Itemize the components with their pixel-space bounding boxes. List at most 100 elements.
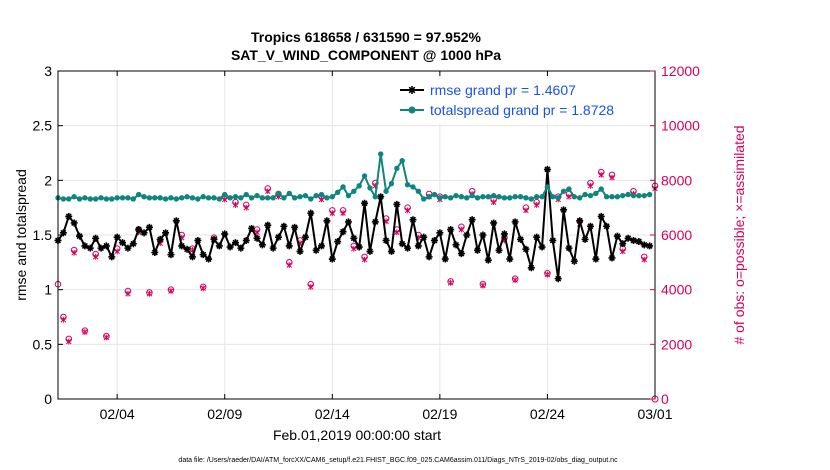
rmse-point: [210, 235, 218, 243]
totalspread-point: [421, 196, 427, 202]
totalspread-point: [60, 196, 67, 202]
rmse-point: [135, 226, 143, 234]
totalspread-point: [496, 194, 502, 200]
rmse-point: [124, 244, 132, 252]
rmse-point: [301, 233, 309, 241]
totalspread-point: [593, 190, 599, 197]
obs-assimilated-point: [168, 288, 174, 294]
obs-assimilated-point: [404, 207, 411, 214]
totalspread-point: [614, 194, 621, 200]
totalspread-point: [318, 191, 325, 198]
totalspread-point: [259, 195, 266, 201]
totalspread-point: [125, 195, 131, 201]
rmse-point: [500, 230, 508, 238]
obs-assimilated-point: [619, 248, 626, 255]
obs-assimilated-point: [103, 334, 110, 341]
totalspread-point: [345, 192, 352, 199]
totalspread-point: [571, 194, 578, 200]
rmse-point: [129, 240, 137, 248]
obs-assimilated-point: [243, 204, 249, 211]
rmse-point: [334, 238, 342, 246]
totalspread-point: [566, 186, 572, 192]
series-layer: [54, 151, 654, 283]
totalspread-point: [598, 186, 604, 192]
totalspread-point: [523, 195, 529, 201]
rmse-point: [538, 243, 546, 251]
rmse-point: [248, 224, 256, 232]
obs-assimilated-point: [308, 284, 314, 290]
totalspread-point: [641, 192, 647, 199]
totalspread-point: [560, 188, 567, 194]
y-tick-label: 1: [44, 282, 52, 298]
obs-assimilated-point: [609, 174, 615, 181]
obs-assimilated-point: [598, 171, 604, 178]
totalspread-point: [141, 194, 147, 200]
totalspread-point: [404, 182, 411, 188]
rmse-point: [565, 244, 573, 252]
rmse-point: [409, 216, 417, 224]
chart-title: Tropics 618658 / 631590 = 97.952%: [251, 29, 482, 45]
rmse-point: [398, 240, 406, 248]
rmse-point: [629, 236, 637, 244]
data-file-footnote: data file: /Users/raeder/DAI/ATM_forcXX/…: [178, 457, 618, 464]
totalspread-point: [211, 195, 217, 201]
rmse-point: [156, 235, 164, 243]
rmse-point: [70, 219, 78, 227]
rmse-point: [533, 233, 541, 241]
obs-assimilated-point: [512, 277, 518, 283]
rmse-point: [172, 217, 180, 225]
rmse-point: [81, 242, 89, 250]
totalspread-point: [135, 191, 142, 198]
rmse-point: [344, 218, 352, 226]
rmse-point: [441, 255, 449, 263]
obs-assimilated-point: [480, 282, 486, 289]
rmse-point: [323, 217, 331, 225]
totalspread-point: [281, 195, 287, 201]
rmse-point: [237, 244, 245, 252]
totalspread-point: [248, 195, 255, 201]
totalspread-point: [447, 195, 454, 201]
y-tick-label: 0.5: [33, 336, 53, 352]
rmse-point: [468, 216, 476, 224]
totalspread-point: [82, 195, 88, 201]
rmse-point: [188, 253, 196, 261]
rmse-point: [97, 244, 105, 252]
totalspread-point: [361, 173, 368, 179]
rmse-point: [387, 247, 395, 255]
obs-assimilated-point: [361, 256, 368, 263]
rmse-point: [151, 248, 159, 256]
rmse-point: [92, 234, 100, 242]
totalspread-point: [265, 195, 271, 201]
totalspread-point: [329, 194, 335, 200]
rmse-point: [624, 234, 632, 242]
rmse-point: [646, 242, 654, 250]
y-tick-label: 0: [44, 391, 52, 407]
rmse-point: [393, 200, 401, 208]
totalspread-point: [232, 194, 239, 200]
obs-assimilated-point: [318, 196, 325, 203]
totalspread-point: [426, 194, 432, 200]
totalspread-point: [415, 188, 422, 194]
obs-assimilated-point: [200, 285, 206, 292]
rmse-point: [258, 241, 266, 249]
rmse-point: [490, 219, 498, 227]
totalspread-point: [437, 195, 443, 201]
rmse-point: [382, 236, 390, 244]
totalspread-point: [609, 194, 615, 200]
totalspread-point: [302, 192, 309, 199]
x-tick-label: 02/04: [100, 406, 135, 422]
obs-assimilated-point: [329, 210, 336, 217]
totalspread-point: [431, 191, 438, 198]
totalspread-point: [533, 194, 540, 200]
legend-rmse-label: rmse grand pr = 1.4607: [430, 82, 576, 98]
rmse-point: [371, 218, 379, 226]
totalspread-point: [587, 192, 594, 199]
rmse-point: [113, 233, 121, 241]
obs-assimilated-point: [146, 290, 153, 297]
rmse-point: [269, 244, 277, 252]
obs-assimilated-point: [587, 182, 594, 189]
totalspread-point: [275, 190, 282, 197]
totalspread-point: [313, 192, 319, 199]
y-tick-label: 3: [44, 63, 52, 79]
